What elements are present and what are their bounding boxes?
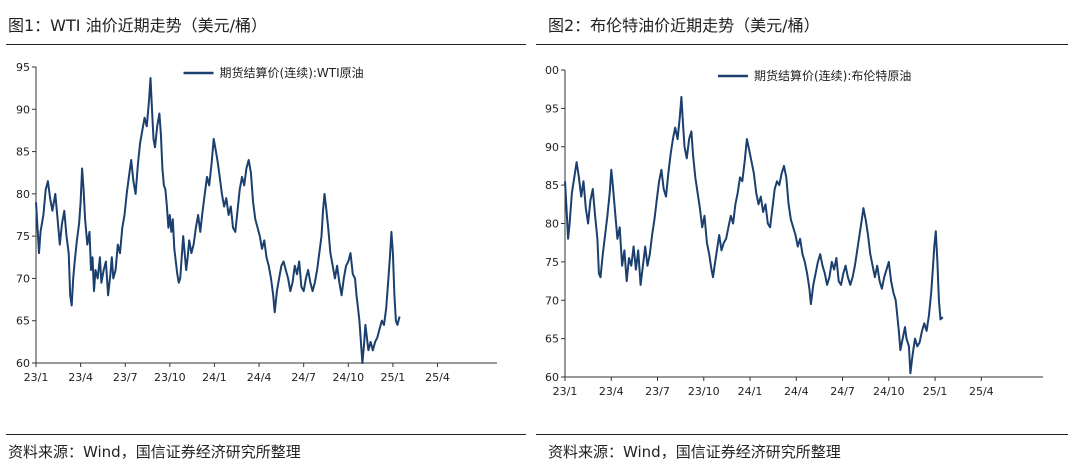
x-tick-label: 24/4	[247, 371, 272, 384]
chart-title: 图1：WTI 油价近期走势（美元/桶）	[8, 16, 267, 35]
x-tick-label: 24/10	[873, 385, 905, 398]
x-tick-label: 24/10	[332, 371, 364, 384]
series-line	[564, 95, 944, 375]
x-tick-label: 25/1	[923, 385, 948, 398]
y-tick-label: 70	[545, 294, 559, 307]
x-tick-label: 24/7	[291, 371, 316, 384]
y-tick-label: 85	[16, 146, 30, 159]
y-tick-label: 60	[545, 371, 559, 384]
brent-chart: 60 65 70 75 80 85 90 95 00 23/1 23/4 23/7 23/10 24/1 2…	[545, 64, 1043, 398]
x-tick-label: 24/1	[202, 371, 227, 384]
y-tick-label: 70	[16, 272, 30, 285]
x-tick-label: 23/4	[599, 385, 624, 398]
y-tick-label: 95	[545, 102, 559, 115]
source-note: 资料来源：Wind，国信证券经济研究所整理	[548, 443, 841, 461]
x-tick-label: 23/1	[553, 385, 578, 398]
x-tick-label: 23/4	[68, 371, 93, 384]
source-divider	[536, 434, 1068, 435]
x-tick-label: 24/1	[738, 385, 763, 398]
legend-label: 期货结算价(连续):布伦特原油	[754, 68, 911, 83]
x-tick-label: 25/4	[425, 371, 450, 384]
chart-panel-brent: 图2：布伦特油价近期走势（美元/桶） 60 65 70 75 80 85 90 95 00 23/…	[536, 0, 1080, 469]
chart-panel-wti: 图1：WTI 油价近期走势（美元/桶） 60 65 70 75 80 85 90 95 23/1…	[6, 16, 526, 461]
x-tick-label: 24/4	[784, 385, 809, 398]
y-tick-label: 80	[16, 188, 30, 201]
x-tick-label: 25/1	[381, 371, 406, 384]
title-divider	[6, 44, 526, 45]
y-tick-label: 00	[545, 64, 559, 77]
x-tick-label: 23/7	[113, 371, 138, 384]
x-tick-label: 25/4	[969, 385, 994, 398]
y-tick-label: 95	[16, 61, 30, 74]
x-tick-label: 23/10	[154, 371, 186, 384]
source-divider	[6, 434, 526, 435]
title-divider	[536, 44, 1068, 45]
legend-label: 期货结算价(连续):WTI原油	[220, 65, 364, 80]
y-tick-label: 80	[545, 218, 559, 231]
x-tick-label: 23/7	[645, 385, 670, 398]
chart-title: 图2：布伦特油价近期走势（美元/桶）	[548, 16, 820, 35]
source-note: 资料来源：Wind，国信证券经济研究所整理	[8, 443, 301, 461]
y-tick-label: 90	[16, 103, 30, 116]
y-tick-label: 60	[16, 357, 30, 370]
x-tick-label: 23/10	[688, 385, 720, 398]
x-tick-label: 23/1	[24, 371, 49, 384]
series-line	[35, 77, 401, 364]
y-tick-label: 85	[545, 179, 559, 192]
y-tick-label: 65	[545, 333, 559, 346]
y-tick-label: 65	[16, 315, 30, 328]
y-tick-label: 75	[545, 256, 559, 269]
y-tick-label: 90	[545, 141, 559, 154]
y-tick-label: 75	[16, 230, 30, 243]
x-tick-label: 24/7	[830, 385, 855, 398]
wti-chart: 60 65 70 75 80 85 90 95 23/1 23/4 23/7 23/10 24/1 24/…	[16, 61, 497, 384]
